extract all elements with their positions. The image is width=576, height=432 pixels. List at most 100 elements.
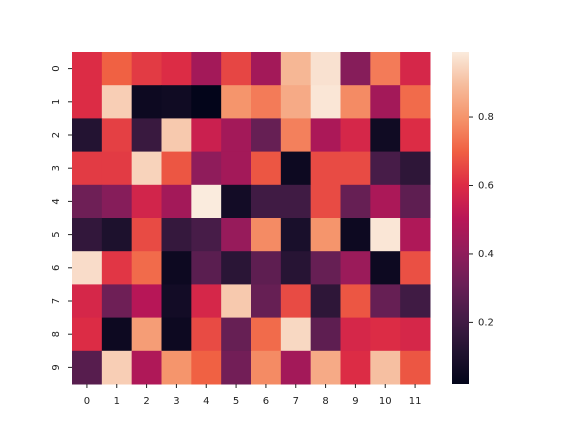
heatmap-cell <box>340 218 371 252</box>
colorbar-tick-label: 0.8 <box>478 112 494 123</box>
heatmap-cell <box>72 350 103 385</box>
heatmap-cell <box>340 251 371 285</box>
heatmap-cell <box>400 218 431 252</box>
heatmap-cell <box>191 218 222 252</box>
heatmap-cell <box>191 284 222 319</box>
x-tick-label: 10 <box>379 396 392 407</box>
heatmap-cell <box>131 118 162 153</box>
heatmap-cell <box>131 218 162 252</box>
heatmap-cell <box>400 184 431 219</box>
heatmap-cell <box>400 317 431 352</box>
heatmap-cell <box>370 85 401 119</box>
heatmap-cell <box>131 350 162 385</box>
y-tick-label: 0 <box>51 65 62 71</box>
heatmap-cell <box>310 184 341 219</box>
y-tick-label: 3 <box>51 165 62 171</box>
heatmap-cell <box>310 350 341 385</box>
heatmap-cell <box>101 317 133 352</box>
heatmap-cell <box>101 118 133 153</box>
colorbar-tick-label: 0.6 <box>478 180 494 191</box>
heatmap-cell <box>221 218 252 252</box>
heatmap-cell <box>340 52 371 86</box>
heatmap-cell <box>370 251 401 285</box>
heatmap-cell <box>251 251 282 285</box>
heatmap-cell <box>191 317 222 352</box>
x-tick-label: 5 <box>233 396 239 407</box>
heatmap-cell <box>101 151 133 186</box>
heatmap-cell <box>131 85 162 119</box>
y-tick-label: 7 <box>51 298 62 304</box>
y-tick-label: 2 <box>51 132 62 138</box>
heatmap-cell <box>251 52 282 86</box>
heatmap-cell <box>370 317 401 352</box>
heatmap-cell <box>191 184 222 219</box>
heatmap-cell <box>101 284 133 319</box>
heatmap-cell <box>280 251 312 285</box>
y-tick-label: 9 <box>51 364 62 370</box>
heatmap-cell <box>161 118 192 153</box>
heatmap-cell <box>340 350 371 385</box>
heatmap-cell <box>191 350 222 385</box>
heatmap-cell <box>72 151 103 186</box>
heatmap-cell <box>370 218 401 252</box>
colorbar <box>452 52 469 384</box>
heatmap-cell <box>101 218 133 252</box>
heatmap-cell <box>310 218 341 252</box>
heatmap-cell <box>370 52 401 86</box>
y-tick-label: 5 <box>51 231 62 237</box>
colorbar-tick-label: 0.4 <box>478 249 494 260</box>
heatmap-cell <box>131 151 162 186</box>
heatmap-cell <box>280 284 312 319</box>
heatmap-cell <box>72 118 103 153</box>
heatmap-cell <box>221 118 252 153</box>
x-tick-label: 6 <box>263 396 269 407</box>
heatmap-cell <box>72 317 103 352</box>
heatmap-cell <box>310 118 341 153</box>
x-tick-label: 3 <box>173 396 179 407</box>
x-tick-label: 7 <box>293 396 299 407</box>
heatmap-cell <box>161 317 192 352</box>
heatmap-cell <box>280 350 312 385</box>
heatmap-cell <box>340 118 371 153</box>
heatmap-cell <box>340 184 371 219</box>
heatmap-cell <box>310 317 341 352</box>
heatmap-cell <box>191 251 222 285</box>
heatmap-cell <box>161 284 192 319</box>
heatmap-cell <box>370 118 401 153</box>
heatmap-cell <box>161 151 192 186</box>
heatmap-cell <box>131 52 162 86</box>
heatmap-cell <box>310 52 341 86</box>
heatmap-cell <box>251 85 282 119</box>
heatmap-cell <box>400 118 431 153</box>
heatmap-cell <box>131 184 162 219</box>
x-tick-label: 0 <box>84 396 90 407</box>
heatmap-cell <box>101 52 133 86</box>
heatmap-cell <box>72 184 103 219</box>
heatmap-cell <box>340 85 371 119</box>
heatmap-cell <box>131 317 162 352</box>
y-tick-label: 4 <box>51 198 62 204</box>
heatmap-cell <box>221 317 252 352</box>
heatmap-cell <box>280 184 312 219</box>
heatmap-cell <box>191 151 222 186</box>
heatmap-cell <box>161 184 192 219</box>
heatmap-cell <box>72 251 103 285</box>
heatmap-cell <box>191 52 222 86</box>
heatmap-cell <box>131 284 162 319</box>
y-tick-label: 1 <box>51 99 62 105</box>
heatmap-cell <box>191 85 222 119</box>
y-tick-label: 6 <box>51 265 62 271</box>
heatmap-cell <box>221 350 252 385</box>
x-tick-label: 9 <box>352 396 358 407</box>
heatmap-cell <box>221 184 252 219</box>
heatmap-cell <box>161 350 192 385</box>
heatmap-cell <box>400 350 431 385</box>
heatmap-cell <box>400 284 431 319</box>
heatmap-cell <box>340 317 371 352</box>
heatmap-cell <box>221 85 252 119</box>
heatmap-cell <box>161 52 192 86</box>
heatmap-cell <box>161 218 192 252</box>
heatmap-cell <box>251 350 282 385</box>
heatmap-cell <box>101 184 133 219</box>
heatmap-cell <box>161 85 192 119</box>
